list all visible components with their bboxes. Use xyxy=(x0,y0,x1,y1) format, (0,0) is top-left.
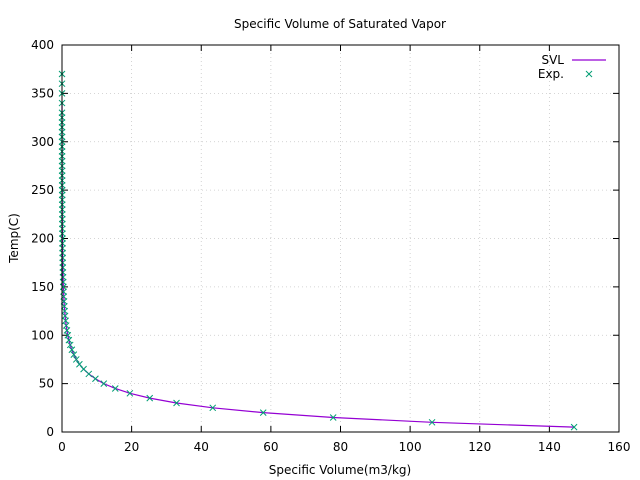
data-point-exp xyxy=(92,375,99,383)
data-point-exp xyxy=(70,351,78,358)
data-point-exp xyxy=(59,254,67,262)
plot-area xyxy=(58,70,578,431)
data-point-exp xyxy=(173,399,180,407)
data-point-exp xyxy=(85,370,93,378)
data-point-exp xyxy=(209,404,217,412)
x-tick-label: 80 xyxy=(333,440,348,454)
data-point-exp xyxy=(329,414,337,421)
grid xyxy=(62,45,619,432)
x-tick-label: 160 xyxy=(608,440,631,454)
x-tick-label: 120 xyxy=(468,440,491,454)
y-tick-label: 300 xyxy=(31,135,54,149)
data-point-exp xyxy=(68,346,76,354)
x-tick-label: 0 xyxy=(58,440,66,454)
data-point-exp xyxy=(59,244,66,252)
data-point-exp xyxy=(59,264,67,271)
y-tick-label: 50 xyxy=(39,377,54,391)
y-tick-label: 350 xyxy=(31,86,54,100)
data-point-exp xyxy=(100,380,108,387)
data-point-exp xyxy=(126,389,134,397)
chart-title: Specific Volume of Saturated Vapor xyxy=(234,17,446,31)
data-point-exp xyxy=(66,341,74,349)
data-point-exp xyxy=(59,259,67,267)
data-point-exp xyxy=(111,385,119,392)
data-point-exp xyxy=(59,269,67,276)
data-point-exp xyxy=(76,360,83,368)
x-tick-label: 140 xyxy=(538,440,561,454)
x-tick-label: 100 xyxy=(399,440,422,454)
plot-frame xyxy=(61,44,620,433)
data-point-exp xyxy=(259,409,267,417)
data-point-exp xyxy=(146,394,154,402)
legend-label: SVL xyxy=(541,53,564,67)
data-point-exp xyxy=(570,423,578,431)
data-point-exp xyxy=(72,356,80,363)
y-tick-label: 0 xyxy=(46,425,54,439)
data-point-exp xyxy=(59,249,66,257)
axis-ticks: 0 20 40 60 80 100 120 140 160 0 50 100 150 200 250 300 3… xyxy=(31,38,630,454)
data-point-exp xyxy=(428,418,436,426)
y-tick-label: 250 xyxy=(31,183,54,197)
legend-marker-exp xyxy=(585,70,593,78)
legend-label: Exp. xyxy=(538,67,564,81)
series-line-svl xyxy=(61,103,575,428)
y-tick-label: 150 xyxy=(31,280,54,294)
y-tick-label: 100 xyxy=(31,328,54,342)
y-tick-label: 400 xyxy=(31,38,54,52)
y-axis-label: Temp(C) xyxy=(7,213,21,264)
y-tick-label: 200 xyxy=(31,232,54,246)
x-tick-label: 20 xyxy=(124,440,139,454)
x-tick-label: 60 xyxy=(263,440,278,454)
x-axis-label: Specific Volume(m3/kg) xyxy=(269,463,411,477)
x-tick-label: 40 xyxy=(194,440,209,454)
